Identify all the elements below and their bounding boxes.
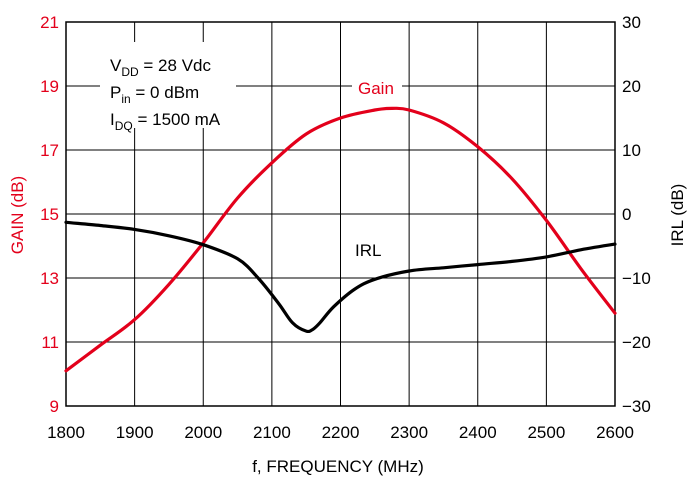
tick-labels: 1800 1900 2000 2100 2200 2300 2400 2500 2600 9 11 1…	[40, 13, 651, 442]
y-right-tick-label: −20	[622, 333, 651, 352]
x-tick-label: 2200	[322, 423, 360, 442]
gain-series-label: Gain	[358, 79, 394, 98]
y-left-tick-label: 17	[40, 141, 59, 160]
gain-label-bg	[352, 75, 402, 99]
irl-series-line	[64, 220, 617, 334]
plot-border	[65, 21, 616, 407]
y-left-tick-label: 11	[41, 333, 59, 352]
x-tick-label: 2400	[459, 423, 497, 442]
y-right-tick-label: 30	[622, 13, 641, 32]
y-right-tick-label: 20	[622, 77, 641, 96]
conditions-box	[100, 42, 236, 128]
x-tick-label: 2300	[390, 423, 428, 442]
x-tick-label: 2000	[184, 423, 222, 442]
x-tick-label: 1800	[47, 423, 85, 442]
y-left-axis-label: GAIN (dB)	[8, 176, 27, 254]
condition-idq: IDQ = 1500 mA	[110, 110, 221, 133]
y-left-tick-label: 21	[40, 13, 59, 32]
condition-vdd: VDD = 28 Vdc	[110, 56, 211, 79]
plot-frame	[65, 21, 616, 407]
y-right-tick-label: 0	[622, 205, 631, 224]
y-right-tick-label: −10	[622, 269, 651, 288]
condition-pin: Pin = 0 dBm	[110, 83, 199, 106]
y-right-axis-label: IRL (dB)	[668, 184, 687, 247]
y-right-tick-label: −30	[622, 397, 651, 416]
x-tick-label: 2500	[527, 423, 565, 442]
y-left-tick-label: 9	[50, 397, 59, 416]
y-left-tick-label: 15	[40, 205, 59, 224]
series-lines	[64, 106, 617, 373]
x-tick-label: 1900	[116, 423, 154, 442]
irl-series-label: IRL	[355, 241, 381, 260]
x-axis-label: f, FREQUENCY (MHz)	[252, 457, 424, 476]
y-left-tick-label: 13	[40, 269, 59, 288]
gain-series-line	[64, 106, 617, 373]
x-tick-label: 2100	[253, 423, 291, 442]
y-right-tick-label: 10	[622, 141, 641, 160]
x-tick-label: 2600	[596, 423, 634, 442]
y-left-tick-label: 19	[40, 77, 59, 96]
